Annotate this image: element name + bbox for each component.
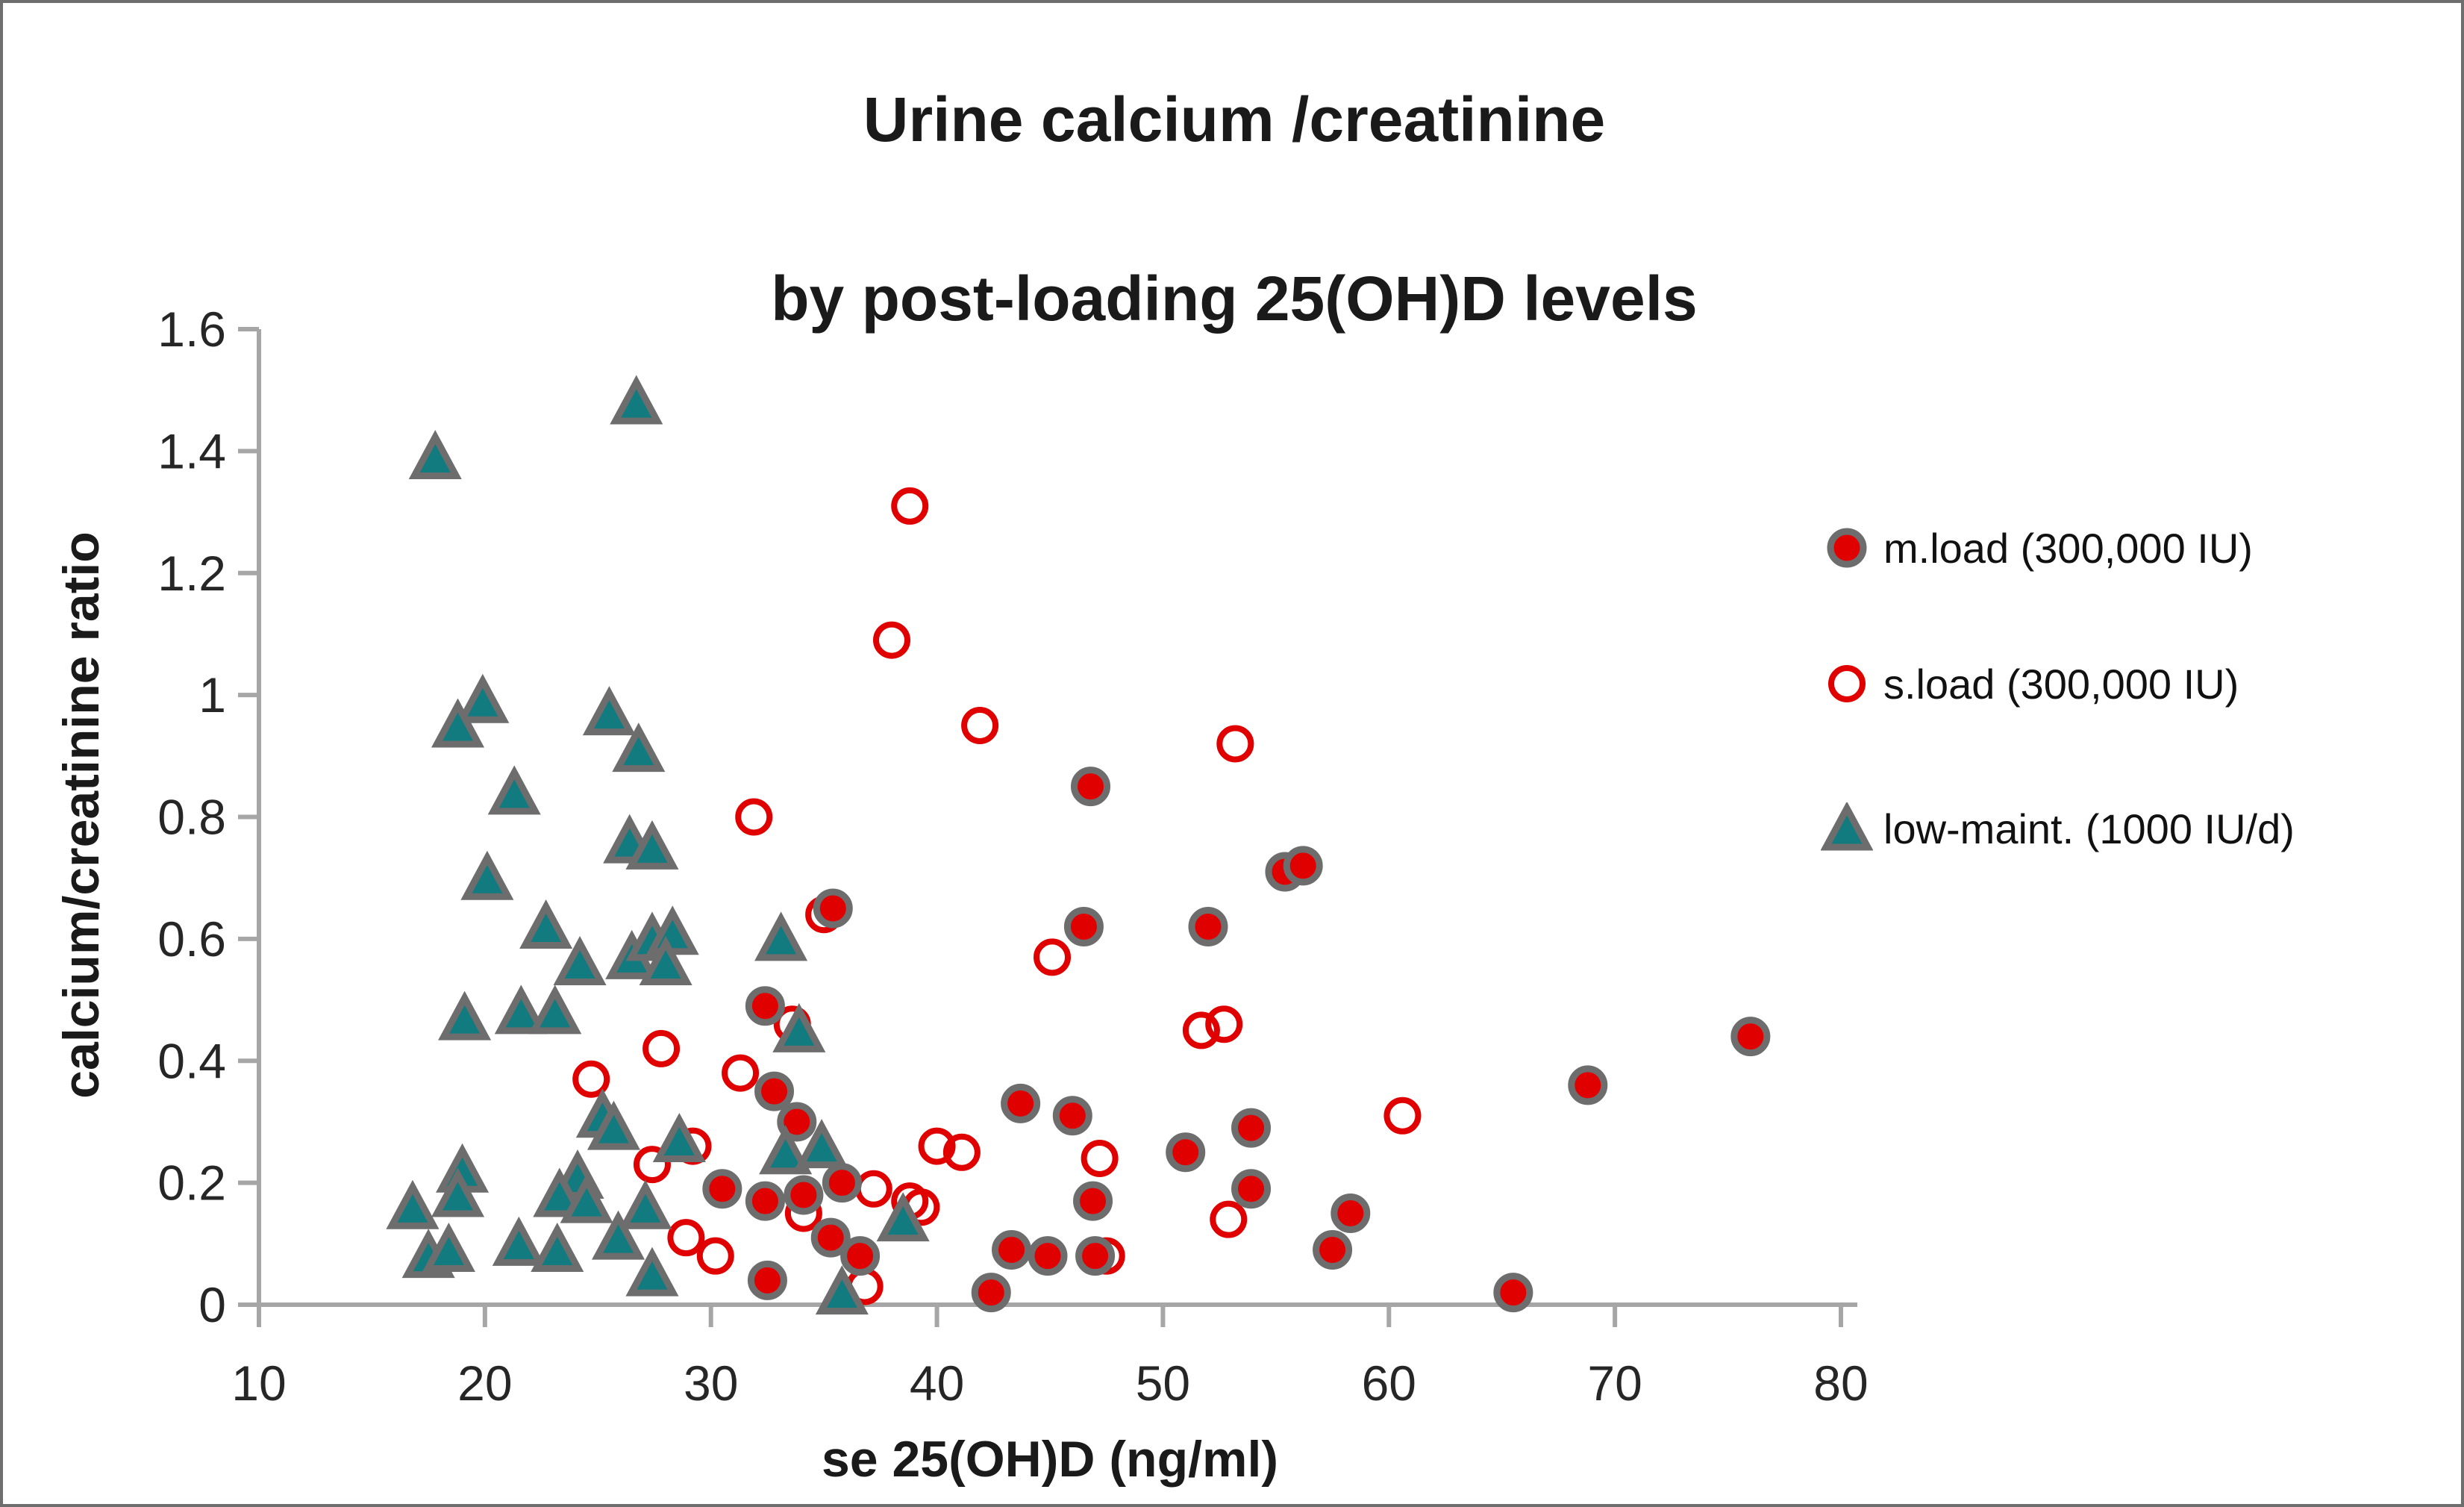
legend-item-sload: s.load (300,000 IU)	[1821, 643, 2239, 725]
svg-text:1.4: 1.4	[157, 423, 226, 478]
legend-label-lowmaint: low-maint. (1000 IU/d)	[1883, 805, 2295, 852]
svg-text:1.2: 1.2	[157, 546, 226, 601]
legend-label-sload: s.load (300,000 IU)	[1883, 660, 2239, 708]
svg-text:0.4: 0.4	[157, 1033, 226, 1088]
svg-text:0.8: 0.8	[157, 790, 226, 845]
svg-text:40: 40	[910, 1355, 964, 1411]
svg-text:80: 80	[1813, 1355, 1868, 1411]
chart-title-line-2: by post-loading 25(OH)D levels	[771, 263, 1698, 334]
svg-text:70: 70	[1587, 1355, 1642, 1411]
legend-item-mload: m.load (300,000 IU)	[1821, 507, 2253, 589]
chart-title-line-1: Urine calcium /creatinine	[863, 84, 1606, 155]
svg-text:20: 20	[457, 1355, 512, 1411]
svg-text:10: 10	[231, 1355, 286, 1411]
svg-text:30: 30	[684, 1355, 738, 1411]
svg-text:0.2: 0.2	[157, 1155, 226, 1211]
legend-label-mload: m.load (300,000 IU)	[1883, 524, 2253, 572]
x-axis-title: se 25(OH)D (ng/ml)	[821, 1431, 1279, 1488]
svg-text:50: 50	[1136, 1355, 1190, 1411]
svg-text:0: 0	[198, 1277, 226, 1332]
chart-title: Urine calcium /creatinine by post-loadin…	[3, 75, 2461, 343]
legend-item-lowmaint: low-maint. (1000 IU/d)	[1820, 787, 2295, 870]
filled-circle-icon	[1821, 522, 1873, 574]
svg-text:0.6: 0.6	[157, 911, 226, 967]
triangle-icon	[1820, 801, 1874, 855]
svg-text:1.6: 1.6	[157, 302, 226, 357]
scatter-plot: 0 0.2 0.4 0.6 0.8 1 1.2 1.4 1.6 10 20 30 40 50 60 70 80	[157, 302, 1868, 1411]
svg-text:60: 60	[1362, 1355, 1416, 1411]
svg-text:1: 1	[198, 667, 226, 723]
open-circle-icon	[1821, 658, 1873, 710]
y-axis-title: calcium/creatinine ratio	[53, 531, 110, 1099]
